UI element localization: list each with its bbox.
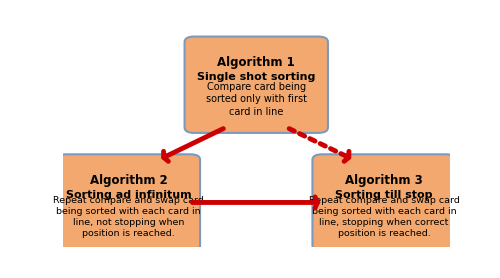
Text: Algorithm 2: Algorithm 2 bbox=[90, 174, 167, 187]
Text: Repeat compare and swap card
being sorted with each card in
line, not stopping w: Repeat compare and swap card being sorte… bbox=[53, 196, 204, 238]
Text: Algorithm 1: Algorithm 1 bbox=[218, 56, 295, 69]
FancyBboxPatch shape bbox=[312, 154, 456, 251]
Text: Sorting till stop: Sorting till stop bbox=[336, 190, 433, 200]
FancyBboxPatch shape bbox=[184, 37, 328, 133]
FancyBboxPatch shape bbox=[56, 154, 200, 251]
Text: Repeat compare and swap card
being sorted with each card in
line, stopping when : Repeat compare and swap card being sorte… bbox=[308, 196, 460, 238]
Text: Algorithm 3: Algorithm 3 bbox=[345, 174, 423, 187]
Text: Sorting ad infinitum: Sorting ad infinitum bbox=[66, 190, 191, 200]
Text: Compare card being
sorted only with first
card in line: Compare card being sorted only with firs… bbox=[206, 82, 307, 117]
Text: Single shot sorting: Single shot sorting bbox=[197, 72, 316, 82]
